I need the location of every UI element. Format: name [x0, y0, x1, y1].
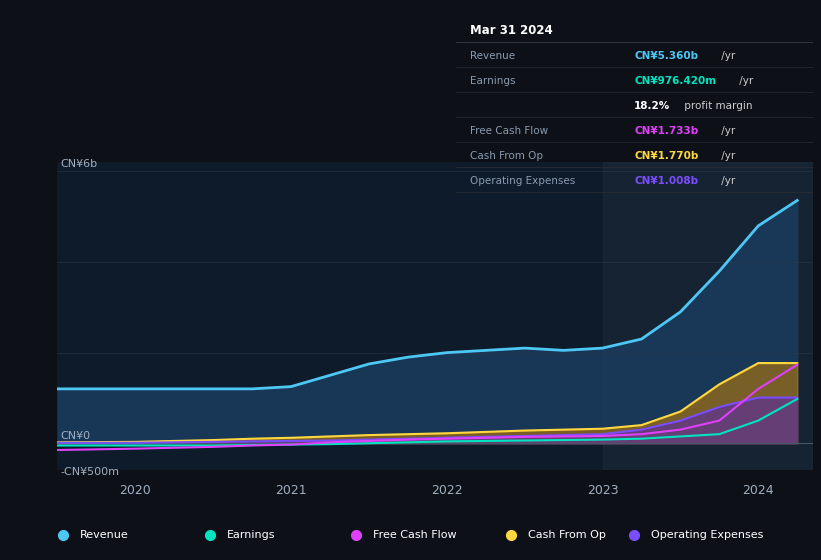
Text: Free Cash Flow: Free Cash Flow: [470, 125, 548, 136]
Text: /yr: /yr: [718, 151, 735, 161]
Text: 18.2%: 18.2%: [635, 101, 671, 110]
Text: 2021: 2021: [275, 483, 307, 497]
Text: /yr: /yr: [718, 176, 735, 185]
Text: Earnings: Earnings: [470, 76, 516, 86]
Text: Free Cash Flow: Free Cash Flow: [374, 530, 457, 540]
Text: CN¥1.770b: CN¥1.770b: [635, 151, 699, 161]
Bar: [603, 162, 813, 470]
Text: CN¥6b: CN¥6b: [61, 159, 98, 169]
Text: CN¥1.008b: CN¥1.008b: [635, 176, 699, 185]
Text: Revenue: Revenue: [470, 50, 515, 60]
Text: CN¥5.360b: CN¥5.360b: [635, 50, 699, 60]
Text: Earnings: Earnings: [227, 530, 275, 540]
Text: CN¥0: CN¥0: [61, 431, 90, 441]
Text: CN¥1.733b: CN¥1.733b: [635, 125, 699, 136]
Text: 2020: 2020: [120, 483, 151, 497]
Text: 2024: 2024: [742, 483, 774, 497]
Text: CN¥976.420m: CN¥976.420m: [635, 76, 717, 86]
Text: Mar 31 2024: Mar 31 2024: [470, 24, 553, 37]
Text: Operating Expenses: Operating Expenses: [651, 530, 764, 540]
Text: Revenue: Revenue: [80, 530, 129, 540]
Text: /yr: /yr: [718, 50, 735, 60]
Text: profit margin: profit margin: [681, 101, 752, 110]
Text: 2022: 2022: [431, 483, 462, 497]
Text: Cash From Op: Cash From Op: [528, 530, 606, 540]
Text: 2023: 2023: [587, 483, 618, 497]
Text: /yr: /yr: [718, 125, 735, 136]
Text: -CN¥500m: -CN¥500m: [61, 467, 120, 477]
Text: Operating Expenses: Operating Expenses: [470, 176, 576, 185]
Text: Cash From Op: Cash From Op: [470, 151, 543, 161]
Text: /yr: /yr: [736, 76, 754, 86]
